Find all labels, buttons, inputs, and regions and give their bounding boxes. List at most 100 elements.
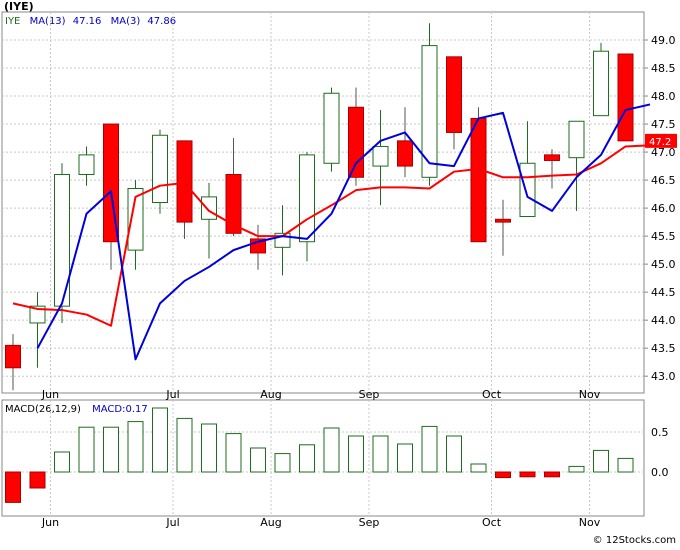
macd-bar-positive [201,423,217,473]
macd-bar-positive [54,451,70,473]
candle-up [54,173,70,307]
price-grid [2,12,644,393]
candle-up [78,154,95,175]
candle-up [421,45,438,178]
macd-bar-positive [617,457,634,473]
macd-y-tick-label: 0.0 [651,466,669,479]
macd-legend-value: MACD:0.17 [92,404,148,415]
macd-legend: MACD(26,12,9) MACD:0.17 [5,404,148,415]
macd-bar-negative [519,471,536,478]
candle-down [397,140,413,167]
candle-down [495,218,511,223]
macd-bar-positive [274,453,291,473]
price-x-axis: Jun Jul Aug Sep Oct Nov [41,388,601,401]
macd-bar-positive [176,417,193,473]
last-price-tag-text: 47.2 [649,137,671,148]
price-x-tick-label: Jul [165,388,179,401]
price-y-tick-label: 49.0 [651,34,676,47]
price-y-tick-label: 43.0 [651,370,676,383]
candle-down [544,154,560,161]
last-price-tag: 47.2 [645,133,677,148]
macd-bar-positive [127,421,144,473]
chart-title: (IYE) [4,0,34,13]
price-y-tick-label: 45.0 [651,258,676,271]
candle-down [5,344,21,369]
macd-bar-positive [250,447,266,473]
candle-up [152,134,168,203]
price-y-tick-label: 48.0 [651,90,676,103]
macd-bar-negative [29,471,46,489]
candle-down [176,140,193,223]
macd-bar-positive [103,426,119,473]
ma3-line [36,103,651,361]
price-y-tick-label: 44.5 [651,286,676,299]
price-x-tick-label: Oct [482,388,502,401]
macd-bar-positive [225,433,242,473]
macd-x-tick-label: Oct [482,516,502,529]
candle-up [568,120,585,159]
macd-bar-negative [5,471,21,503]
price-y-tick-label: 46.0 [651,202,676,215]
last-price-tag-box [645,133,677,148]
macd-x-tick-label: Jul [165,516,179,529]
macd-legend-label: MACD(26,12,9) [5,404,81,415]
price-x-tick-label: Sep [359,388,380,401]
macd-bar-positive [152,407,168,473]
price-y-axis: 43.0 43.5 44.0 44.5 45.0 45.5 46.0 46.5 47.0 47.5… [644,34,676,383]
legend-ma13-label: MA(13) [30,16,66,27]
price-y-tick-label: 43.5 [651,342,676,355]
macd-x-axis: Jun Jul Aug Sep Oct Nov [41,516,601,529]
candle-up [519,162,536,218]
candle-up [593,50,609,117]
macd-bar-positive [397,443,413,473]
candle-down [446,56,462,133]
candle-up [127,187,144,251]
price-x-tick-label: Nov [579,388,601,401]
macd-x-tick-label: Aug [260,516,281,529]
macd-y-tick-label: 0.5 [651,426,669,439]
macd-bar-negative [544,471,560,478]
price-legend: IYE MA(13) 47.16 MA(3) 47.86 [5,16,176,27]
macd-bar-positive [299,444,315,473]
price-y-tick-label: 47.0 [651,146,676,159]
legend-ma3-value: 47.86 [147,16,176,27]
candle-down [225,173,242,234]
candle-up [299,154,315,243]
candle-up [29,305,46,324]
price-y-tick-label: 46.5 [651,174,676,187]
macd-bar-positive [470,463,487,473]
candle-down [348,106,364,178]
macd-y-axis: 0.0 0.5 [651,426,669,479]
price-x-tick-label: Aug [260,388,281,401]
macd-bar-positive [568,465,585,473]
macd-x-tick-label: Jun [41,516,59,529]
macd-bar-negative [495,471,511,479]
legend-ma3-label: MA(3) [111,16,141,27]
macd-bar-positive [78,426,95,473]
macd-bar-positive [348,435,364,473]
ma13-line [12,144,651,327]
candle-up [372,145,389,167]
macd-bar-positive [593,449,609,473]
candle-down [617,53,634,142]
price-y-tick-label: 44.0 [651,314,676,327]
price-y-tick-label: 45.5 [651,230,676,243]
macd-bar-positive [421,425,438,473]
moving-averages [12,103,651,361]
candle-down [470,117,487,243]
legend-ticker: IYE [5,16,20,27]
price-y-tick-label: 47.5 [651,118,676,131]
macd-bars [5,407,634,503]
candle-up [323,92,340,164]
macd-bar-positive [446,435,462,473]
price-y-tick-label: 48.5 [651,62,676,75]
macd-panel-frame [1,399,645,517]
macd-x-tick-label: Nov [579,516,601,529]
watermark: © 12Stocks.com [593,535,676,546]
legend-ma13-value: 47.16 [73,16,102,27]
macd-bar-positive [323,427,340,473]
candle-up [201,196,217,220]
price-x-tick-label: Jun [41,388,59,401]
